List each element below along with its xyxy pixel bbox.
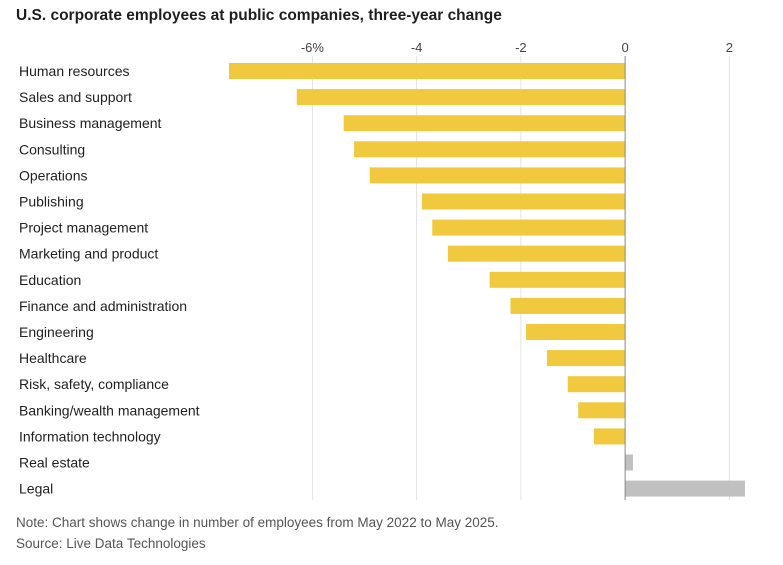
bar [447, 245, 626, 262]
bar [625, 454, 633, 471]
category-label: Real estate [19, 455, 90, 471]
bar [229, 63, 626, 79]
x-axis-ticks: -6% -4 -2 0 2 [301, 40, 733, 55]
category-label: Human resources [19, 63, 130, 79]
x-tick-label: -6% [301, 40, 325, 55]
bar-chart: -6% -4 -2 0 2 Human resources Sales and suppo… [19, 40, 745, 500]
bar [526, 324, 626, 340]
x-tick-label: 0 [622, 40, 629, 55]
category-label: Publishing [19, 194, 84, 210]
bar [593, 428, 626, 445]
category-label: Engineering [19, 324, 94, 340]
category-labels: Human resources Sales and support Business… [19, 63, 200, 497]
bar [625, 480, 745, 497]
category-label: Finance and administration [19, 298, 187, 314]
category-label: Operations [19, 167, 87, 183]
category-label: Sales and support [19, 89, 132, 105]
bar [421, 193, 626, 210]
x-tick-label: -2 [515, 40, 527, 55]
bar [546, 350, 626, 367]
bar [432, 219, 626, 236]
category-label: Information technology [19, 428, 161, 444]
category-label: Risk, safety, compliance [19, 376, 169, 392]
category-label: Project management [19, 220, 148, 236]
x-tick-label: 2 [726, 40, 733, 55]
bar [578, 402, 626, 419]
bar [489, 271, 626, 288]
category-label: Healthcare [19, 350, 87, 366]
category-label: Education [19, 272, 81, 288]
bar [510, 297, 626, 314]
bar [369, 167, 626, 184]
x-tick-label: -4 [411, 40, 423, 55]
bar [343, 115, 626, 132]
category-label: Business management [19, 115, 162, 131]
category-label: Marketing and product [19, 246, 158, 262]
bar [354, 141, 626, 158]
bars [229, 63, 745, 497]
category-label: Legal [19, 481, 53, 497]
category-label: Banking/wealth management [19, 402, 200, 418]
bar [567, 376, 626, 393]
chart-title: U.S. corporate employees at public compa… [16, 7, 502, 24]
chart-note: Note: Chart shows change in number of em… [16, 515, 499, 530]
chart-source: Source: Live Data Technologies [16, 536, 206, 551]
bar [296, 89, 626, 106]
category-label: Consulting [19, 141, 85, 157]
